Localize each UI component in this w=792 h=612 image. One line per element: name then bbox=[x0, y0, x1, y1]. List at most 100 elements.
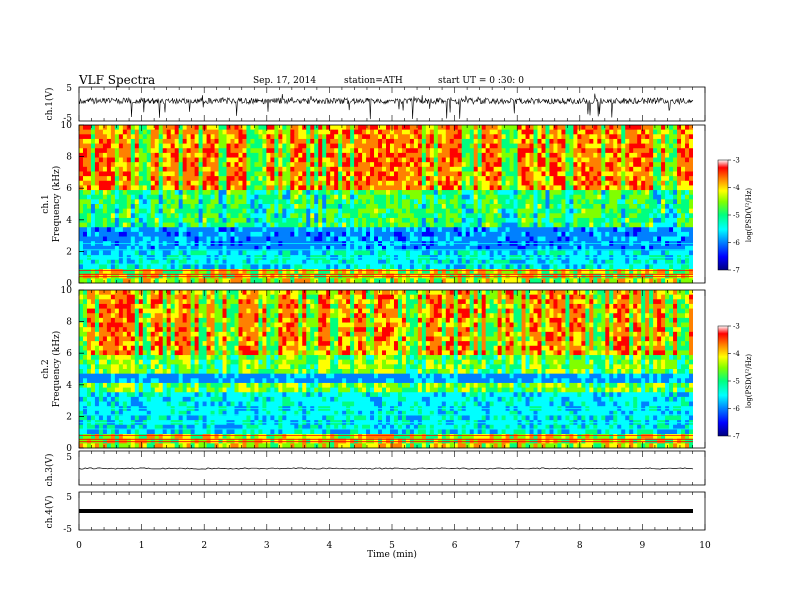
spectrogram-cell bbox=[278, 176, 283, 182]
spectrogram-cell bbox=[529, 231, 534, 237]
spectrogram-cell bbox=[330, 259, 335, 265]
spectrogram-cell bbox=[549, 259, 554, 265]
spectrogram-cell bbox=[409, 236, 415, 242]
spectrogram-cell bbox=[146, 208, 152, 214]
spectrogram-cell bbox=[238, 236, 243, 242]
spectrogram-cell bbox=[585, 204, 590, 210]
spectrogram-cell bbox=[533, 129, 538, 135]
spectrogram-cell bbox=[457, 194, 463, 200]
spectrogram-cell bbox=[298, 180, 303, 186]
spectrogram-cell bbox=[397, 180, 403, 186]
spectrogram-cell bbox=[366, 245, 371, 251]
spectrogram-cell bbox=[330, 217, 335, 223]
spectrogram-cell bbox=[134, 245, 140, 251]
spectrogram-cell bbox=[310, 250, 315, 256]
spectrogram-cell bbox=[90, 125, 96, 131]
spectrogram-cell bbox=[465, 213, 471, 219]
spectrogram-cell bbox=[593, 171, 598, 177]
spectrogram-cell bbox=[170, 264, 176, 270]
spectrogram-cell bbox=[437, 138, 443, 144]
spectrogram-cell bbox=[469, 185, 475, 191]
spectrogram-cell bbox=[601, 194, 606, 200]
spectrogram-cell bbox=[393, 199, 399, 205]
spectrogram-cell bbox=[210, 143, 215, 149]
spectrogram-cell bbox=[342, 194, 347, 200]
spectrogram-cell bbox=[461, 176, 467, 182]
spectrogram-cell bbox=[409, 152, 415, 158]
spectrogram-cell bbox=[370, 190, 375, 196]
spectrogram-cell bbox=[417, 259, 423, 265]
spectrogram-cell bbox=[633, 245, 638, 251]
spectrogram-cell bbox=[521, 143, 526, 149]
spectrogram-cell bbox=[505, 157, 510, 163]
spectrogram-cell bbox=[178, 204, 184, 210]
spectrogram-cell bbox=[517, 217, 522, 223]
spectrogram-cell bbox=[421, 134, 427, 140]
spectrogram-cell bbox=[318, 227, 323, 233]
spectrogram-cell bbox=[102, 134, 108, 140]
spectrogram-cell bbox=[79, 171, 84, 177]
spectrogram-cell bbox=[146, 213, 152, 219]
spectrogram-cell bbox=[437, 194, 443, 200]
spectrogram-cell bbox=[457, 125, 463, 131]
spectrogram-cell bbox=[79, 190, 84, 196]
spectrogram-cell bbox=[533, 231, 538, 237]
spectrogram-cell bbox=[549, 180, 554, 186]
spectrogram-cell bbox=[350, 227, 355, 233]
spectrogram-cell bbox=[86, 166, 92, 172]
spectrogram-cell bbox=[573, 264, 578, 270]
spectrogram-cell bbox=[198, 204, 203, 210]
spectrogram-cell bbox=[270, 227, 275, 233]
spectrogram-cell bbox=[230, 208, 235, 214]
spectrogram-cell bbox=[370, 231, 375, 237]
spectrogram-cell bbox=[541, 185, 546, 191]
spectrogram-cell bbox=[262, 250, 267, 256]
spectrogram-cell bbox=[393, 227, 399, 233]
spectrogram-cell bbox=[617, 213, 622, 219]
spectrogram-cell bbox=[290, 171, 295, 177]
spectrogram-cell bbox=[649, 259, 654, 265]
spectrogram-cell bbox=[637, 176, 642, 182]
spectrogram-cell bbox=[194, 208, 200, 214]
spectrogram-cell bbox=[234, 199, 239, 205]
spectrogram-cell bbox=[130, 166, 136, 172]
spectrogram-cell bbox=[569, 134, 574, 140]
spectrogram-cell bbox=[397, 264, 403, 270]
spectrogram-cell bbox=[645, 227, 650, 233]
spectrogram-cell bbox=[541, 231, 546, 237]
spectrogram-cell bbox=[545, 208, 550, 214]
spectrogram-cell bbox=[433, 143, 439, 149]
spectrogram-cell bbox=[525, 125, 530, 131]
spectrogram-cell bbox=[529, 162, 534, 168]
spectrogram-cell bbox=[553, 152, 558, 158]
spectrogram-cell bbox=[469, 143, 475, 149]
spectrogram-cell bbox=[445, 185, 451, 191]
spectrogram-cell bbox=[238, 166, 243, 172]
spectrogram-cell bbox=[106, 250, 112, 256]
spectrogram-cell bbox=[389, 222, 395, 228]
spectrogram-cell bbox=[238, 185, 243, 191]
spectrogram-cell bbox=[270, 231, 275, 237]
spectrogram-cell bbox=[322, 217, 327, 223]
spectrogram-cell bbox=[250, 194, 255, 200]
spectrogram-cell bbox=[242, 129, 247, 135]
spectrogram-cell bbox=[286, 245, 291, 251]
spectrogram-cell bbox=[278, 259, 283, 265]
spectrogram-cell bbox=[186, 236, 192, 242]
spectrogram-cell bbox=[441, 222, 447, 228]
spectrogram-cell bbox=[226, 269, 231, 275]
spectrogram-cell bbox=[322, 250, 327, 256]
spectrogram-cell bbox=[461, 199, 467, 205]
spectrogram-cell bbox=[565, 227, 570, 233]
spectrogram-cell bbox=[334, 269, 339, 275]
spectrogram-cell bbox=[386, 217, 391, 223]
spectrogram-cell bbox=[286, 190, 291, 196]
spectrogram-cell bbox=[330, 264, 335, 270]
spectrogram-cell bbox=[641, 227, 646, 233]
spectrogram-cell bbox=[613, 152, 618, 158]
spectrogram-cell bbox=[505, 264, 510, 270]
spectrogram-cell bbox=[557, 227, 562, 233]
spectrogram-cell bbox=[266, 143, 271, 149]
spectrogram-cell bbox=[557, 134, 562, 140]
spectrogram-cell bbox=[222, 269, 227, 275]
